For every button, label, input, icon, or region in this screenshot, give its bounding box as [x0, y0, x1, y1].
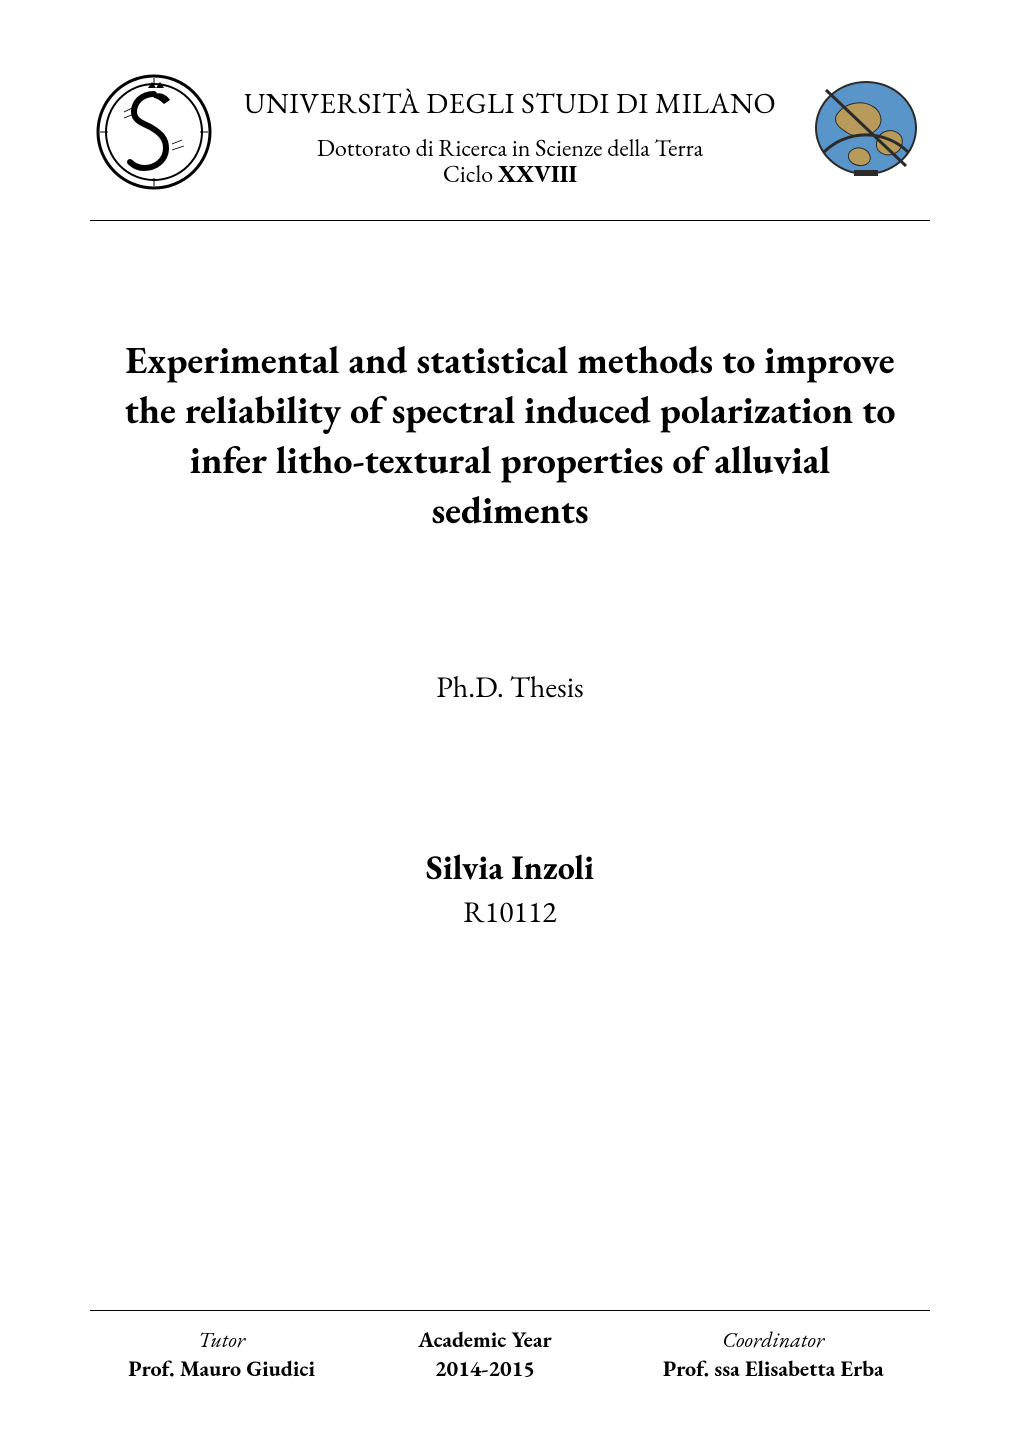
globe-crest-icon	[806, 72, 926, 182]
footer-row: Tutor Prof. Mauro Giudici Academic Year …	[90, 1325, 930, 1383]
header-text: UNIVERSITÀ DEGLI STUDI DI MILANO Dottora…	[244, 72, 776, 189]
title-line-3: infer litho-textural properties of alluv…	[190, 436, 830, 485]
coordinator-name: Prof. ssa Elisabetta Erba	[623, 1354, 925, 1383]
header-rule	[90, 220, 930, 221]
footer-right: Coordinator Prof. ssa Elisabetta Erba	[617, 1325, 931, 1383]
author-name: Silvia Inzoli	[90, 846, 930, 890]
cycle-line: Ciclo XXVIII	[244, 162, 776, 188]
university-name: UNIVERSITÀ DEGLI STUDI DI MILANO	[244, 84, 776, 122]
coordinator-role-label: Coordinator	[623, 1325, 925, 1354]
title-block: Experimental and statistical methods to …	[90, 336, 930, 537]
university-crest-left	[94, 72, 214, 192]
footer-rule	[90, 1310, 930, 1311]
author-block: Silvia Inzoli R10112	[90, 846, 930, 931]
thesis-subtitle: Ph.D. Thesis	[90, 667, 930, 706]
footer-left: Tutor Prof. Mauro Giudici	[90, 1325, 353, 1383]
serpent-crest-icon	[94, 72, 214, 192]
header: UNIVERSITÀ DEGLI STUDI DI MILANO Dottora…	[90, 72, 930, 220]
footer-mid: Academic Year 2014-2015	[353, 1325, 616, 1383]
thesis-title-page: UNIVERSITÀ DEGLI STUDI DI MILANO Dottora…	[0, 0, 1020, 1443]
thesis-title: Experimental and statistical methods to …	[114, 336, 906, 537]
vertical-spacer	[90, 931, 930, 1310]
cycle-number: XXVIII	[498, 159, 577, 190]
academic-year-label: Academic Year	[359, 1325, 610, 1354]
academic-year-value: 2014-2015	[359, 1354, 610, 1383]
cycle-prefix: Ciclo	[443, 159, 498, 190]
title-line-1: Experimental and statistical methods to …	[125, 336, 894, 385]
title-line-4: sediments	[431, 486, 588, 535]
author-id: R10112	[90, 892, 930, 931]
footer-block: Tutor Prof. Mauro Giudici Academic Year …	[90, 1310, 930, 1383]
tutor-name: Prof. Mauro Giudici	[96, 1354, 347, 1383]
title-line-2: the reliability of spectral induced pola…	[124, 386, 895, 435]
tutor-role-label: Tutor	[96, 1325, 347, 1354]
department-crest-right	[806, 72, 926, 182]
